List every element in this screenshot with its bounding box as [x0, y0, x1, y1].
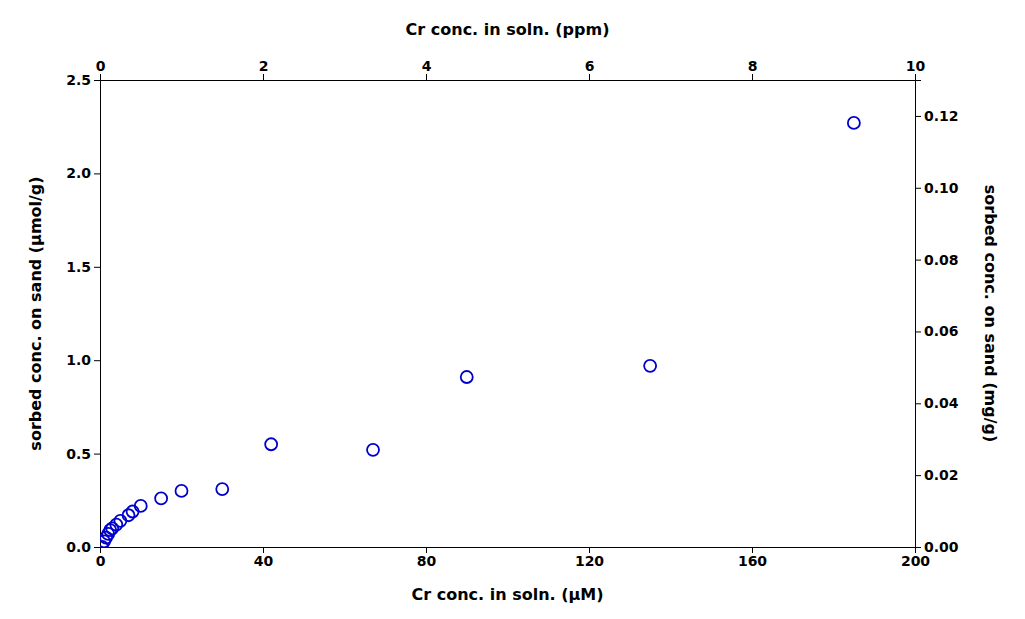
- tick: 10: [906, 58, 926, 80]
- axis-line: [101, 74, 916, 81]
- x2-axis: 0 2 4 6 8 10: [96, 58, 926, 81]
- tick-mark: [915, 188, 921, 189]
- tick-label: 0.04: [924, 395, 959, 411]
- point: [265, 438, 277, 450]
- x-axis: 0 40 80 120 160 200: [96, 547, 931, 569]
- tick-label: 80: [417, 553, 437, 569]
- tick: 0.08: [915, 252, 959, 268]
- tick: 2: [259, 58, 269, 80]
- axis-line: [94, 81, 101, 548]
- tick: 0.00: [915, 539, 959, 555]
- point: [461, 371, 473, 383]
- tick: 0.04: [915, 395, 959, 411]
- tick: 0: [96, 547, 106, 569]
- tick-mark: [263, 74, 264, 80]
- tick-label: 0.00: [924, 539, 959, 555]
- tick-label: 160: [738, 553, 767, 569]
- points: [100, 117, 860, 547]
- tick-label: 200: [901, 553, 930, 569]
- tick: 0.02: [915, 467, 959, 483]
- point: [155, 492, 167, 504]
- plot: 0408012016020002468100.00.51.01.52.02.50…: [26, 20, 1000, 604]
- tick-label: 0.08: [924, 252, 959, 268]
- tick-mark: [94, 454, 100, 455]
- tick: 0.06: [915, 323, 959, 339]
- tick: 0.0: [66, 539, 100, 555]
- tick: 120: [575, 547, 604, 569]
- tick: 2.5: [66, 72, 100, 88]
- tick: 2.0: [66, 165, 100, 181]
- tick-label: 1.5: [66, 259, 91, 275]
- tick-label: 2.5: [66, 72, 91, 88]
- tick-label: 2.0: [66, 165, 91, 181]
- tick-mark: [94, 547, 100, 548]
- y2-axis: 0.00 0.02 0.04 0.06 0.08 0.10 0.12: [915, 81, 959, 555]
- y2-axis-title: sorbed conc. on sand (mg/g): [981, 185, 1000, 442]
- tick: 40: [254, 547, 274, 569]
- chart: 0408012016020002468100.00.51.01.52.02.50…: [0, 0, 1025, 619]
- tick-mark: [915, 547, 921, 548]
- tick: 80: [417, 547, 437, 569]
- tick-label: 120: [575, 553, 604, 569]
- tick-mark: [915, 475, 921, 476]
- tick-mark: [426, 74, 427, 80]
- tick-label: 0: [96, 58, 106, 74]
- tick-label: 4: [422, 58, 432, 74]
- tick-mark: [915, 260, 921, 261]
- tick-label: 1.0: [66, 352, 91, 368]
- tick-mark: [94, 360, 100, 361]
- tick-label: 6: [585, 58, 595, 74]
- tick-mark: [752, 74, 753, 80]
- tick: 160: [738, 547, 767, 569]
- tick: 4: [422, 58, 432, 80]
- tick-label: 8: [748, 58, 758, 74]
- tick-label: 0.12: [924, 108, 959, 124]
- tick: 6: [585, 58, 595, 80]
- tick-label: 0.10: [924, 180, 959, 196]
- tick: 8: [748, 58, 758, 80]
- tick-mark: [915, 403, 921, 404]
- x-axis-title: Cr conc. in soln. (μM): [411, 585, 603, 604]
- tick: 0.5: [66, 446, 100, 462]
- tick: 0.10: [915, 180, 959, 196]
- tick-mark: [589, 74, 590, 80]
- x2-axis-title: Cr conc. in soln. (ppm): [406, 20, 610, 39]
- tick: 1.5: [66, 259, 100, 275]
- tick-label: 10: [906, 58, 926, 74]
- tick-mark: [100, 74, 101, 80]
- tick-label: 0: [96, 553, 106, 569]
- tick-mark: [915, 74, 916, 80]
- point: [176, 485, 188, 497]
- tick-mark: [94, 173, 100, 174]
- tick-mark: [94, 267, 100, 268]
- point: [216, 483, 228, 495]
- y-axis: 0.0 0.5 1.0 1.5 2.0 2.5: [66, 72, 100, 555]
- tick-mark: [915, 116, 921, 117]
- tick: 0: [96, 58, 106, 80]
- tick-label: 0.02: [924, 467, 959, 483]
- point: [644, 360, 656, 372]
- tick-label: 0.06: [924, 323, 959, 339]
- tick: 1.0: [66, 352, 100, 368]
- tick-label: 0.5: [66, 446, 91, 462]
- point: [135, 500, 147, 512]
- point: [848, 117, 860, 129]
- point: [367, 444, 379, 456]
- tick-label: 2: [259, 58, 269, 74]
- y-axis-title: sorbed conc. on sand (μmol/g): [26, 176, 45, 450]
- tick-mark: [94, 80, 100, 81]
- tick-mark: [915, 331, 921, 332]
- tick-label: 40: [254, 553, 274, 569]
- tick: 0.12: [915, 108, 959, 124]
- tick-label: 0.0: [66, 539, 91, 555]
- axis-line: [916, 81, 922, 548]
- axis-line: [101, 548, 916, 554]
